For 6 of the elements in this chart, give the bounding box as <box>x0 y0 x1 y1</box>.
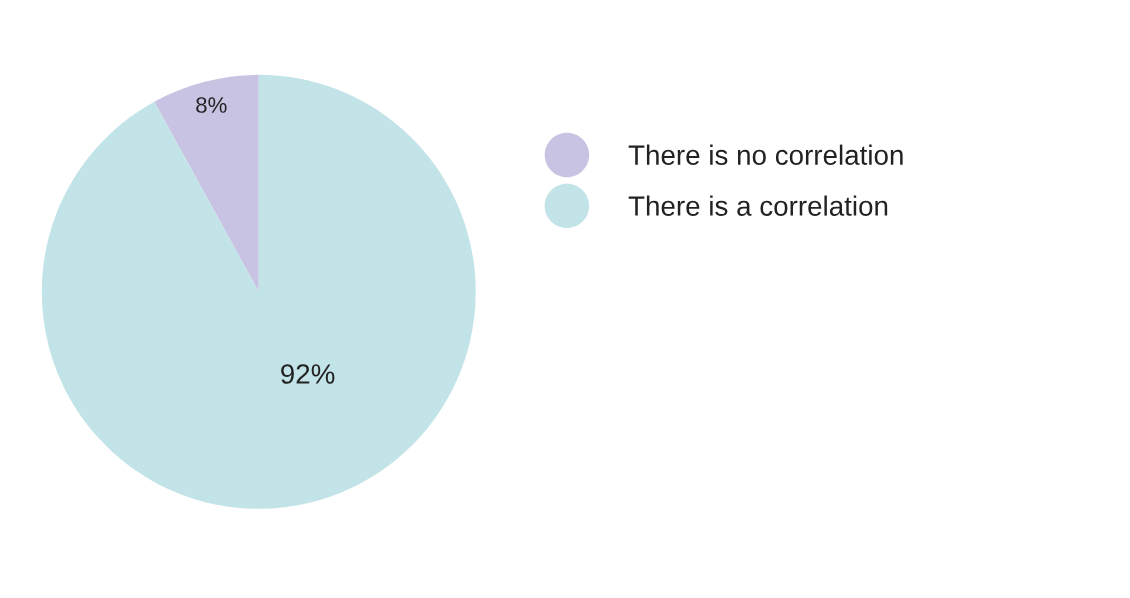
data-label: 92% <box>281 364 335 384</box>
pie-slice <box>41 74 476 509</box>
legend-label: There is a correlation <box>628 195 888 216</box>
pie-slice <box>154 74 259 292</box>
data-label: 8% <box>196 97 227 113</box>
legend-label: There is no correlation <box>628 144 903 165</box>
